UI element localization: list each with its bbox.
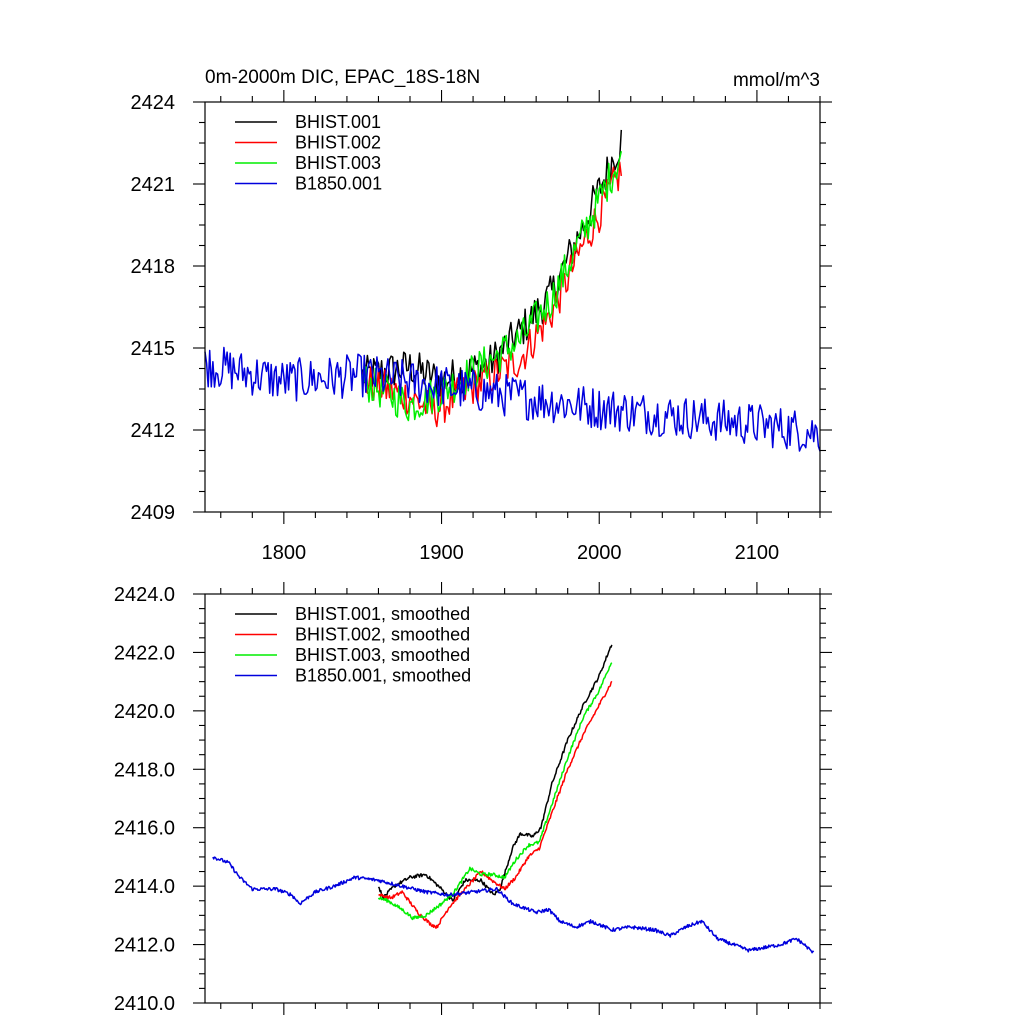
series-line-3 bbox=[204, 346, 821, 452]
y-tick-label: 2409 bbox=[131, 502, 176, 524]
top-chart: 0m-2000m DIC, EPAC_18S-18N mmol/m^3 1800… bbox=[131, 67, 832, 564]
y-tick-label: 2418.0 bbox=[114, 759, 175, 781]
series-line-3 bbox=[212, 856, 815, 954]
y-tick-label: 2412.0 bbox=[114, 935, 175, 957]
chart-units: mmol/m^3 bbox=[733, 70, 820, 91]
legend-label-2: BHIST.003, smoothed bbox=[295, 645, 470, 665]
series-line-1 bbox=[378, 680, 613, 929]
chart-title: 0m-2000m DIC, EPAC_18S-18N bbox=[205, 67, 480, 88]
legend-label-3: B1850.001 bbox=[295, 174, 382, 194]
y-tick-label: 2420.0 bbox=[114, 701, 175, 723]
series-line-0 bbox=[361, 129, 623, 397]
series-line-2 bbox=[377, 662, 613, 921]
y-tick-label: 2415 bbox=[131, 338, 176, 360]
x-tick-label: 2100 bbox=[735, 542, 780, 564]
x-tick-label: 2000 bbox=[577, 542, 622, 564]
series-line-0 bbox=[377, 644, 613, 902]
legend-label-0: BHIST.001, smoothed bbox=[295, 604, 470, 624]
x-tick-label: 1800 bbox=[262, 542, 307, 564]
y-tick-label: 2424.0 bbox=[114, 584, 175, 606]
series-line-2 bbox=[361, 151, 623, 422]
y-tick-label: 2414.0 bbox=[114, 876, 175, 898]
y-tick-label: 2424 bbox=[131, 92, 176, 114]
legend-label-0: BHIST.001 bbox=[295, 112, 381, 132]
y-tick-label: 2422.0 bbox=[114, 642, 175, 664]
legend-label-1: BHIST.002, smoothed bbox=[295, 625, 470, 645]
x-tick-label: 1900 bbox=[419, 542, 464, 564]
series-line-1 bbox=[362, 161, 623, 428]
legend-label-1: BHIST.002 bbox=[295, 133, 381, 153]
legend-label-2: BHIST.003 bbox=[295, 153, 381, 173]
y-tick-label: 2412 bbox=[131, 420, 176, 442]
y-tick-label: 2418 bbox=[131, 256, 176, 278]
legend-label-3: B1850.001, smoothed bbox=[295, 666, 471, 686]
y-tick-label: 2416.0 bbox=[114, 818, 175, 840]
y-tick-label: 2421 bbox=[131, 174, 176, 196]
bottom-chart: 2410.0 2412.0 2414.0 2416.0 2418.0 2420.0 2422… bbox=[114, 582, 832, 1015]
y-tick-label: 2410.0 bbox=[114, 993, 175, 1015]
